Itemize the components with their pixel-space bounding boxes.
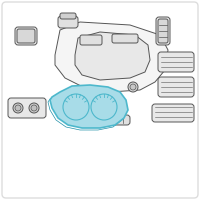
FancyBboxPatch shape bbox=[82, 104, 96, 112]
Polygon shape bbox=[75, 32, 150, 80]
Circle shape bbox=[29, 103, 39, 113]
FancyBboxPatch shape bbox=[17, 29, 35, 43]
FancyBboxPatch shape bbox=[158, 52, 194, 72]
FancyBboxPatch shape bbox=[15, 27, 37, 45]
FancyBboxPatch shape bbox=[60, 13, 76, 19]
Circle shape bbox=[128, 82, 138, 92]
FancyBboxPatch shape bbox=[80, 35, 102, 45]
FancyBboxPatch shape bbox=[95, 115, 130, 125]
Circle shape bbox=[31, 105, 37, 111]
FancyBboxPatch shape bbox=[152, 104, 194, 122]
Polygon shape bbox=[55, 22, 168, 92]
FancyBboxPatch shape bbox=[156, 17, 170, 45]
FancyBboxPatch shape bbox=[8, 98, 46, 118]
Circle shape bbox=[15, 105, 21, 111]
FancyBboxPatch shape bbox=[58, 16, 78, 28]
FancyBboxPatch shape bbox=[112, 34, 138, 43]
Circle shape bbox=[130, 84, 136, 90]
Polygon shape bbox=[50, 85, 128, 128]
Circle shape bbox=[13, 103, 23, 113]
FancyBboxPatch shape bbox=[158, 77, 194, 97]
FancyBboxPatch shape bbox=[158, 19, 168, 43]
